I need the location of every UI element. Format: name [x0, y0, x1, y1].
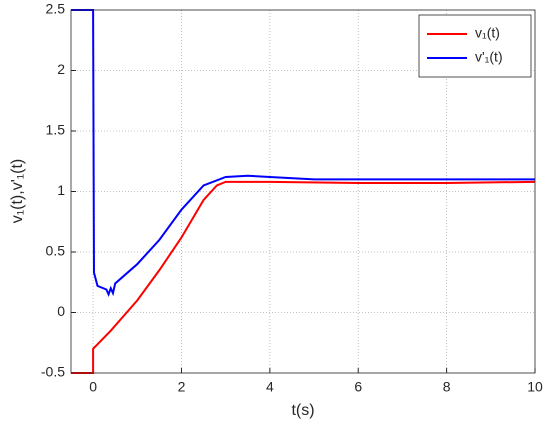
x-tick-label: 10	[527, 379, 543, 395]
legend-box	[418, 14, 532, 78]
x-axis-label: t(s)	[291, 402, 314, 419]
legend-label: v₁(t)	[475, 25, 500, 41]
x-tick-label: 4	[266, 379, 274, 395]
x-tick-label: 0	[89, 379, 97, 395]
y-tick-label: 1	[57, 182, 65, 198]
y-tick-label: 0	[57, 303, 65, 319]
legend-label: v'₁(t)	[475, 49, 503, 65]
y-tick-label: 2.5	[46, 1, 66, 17]
data-line	[71, 180, 536, 374]
x-tick-label: 8	[443, 379, 451, 395]
x-tick-label: 2	[178, 379, 186, 395]
data-line	[71, 9, 535, 297]
y-tick-label: 1.5	[46, 122, 66, 138]
y-tick-label: 2	[57, 61, 65, 77]
x-tick-label: 6	[354, 379, 362, 395]
y-tick-label: -0.5	[41, 364, 65, 380]
y-axis-label: v₁(t),v'₁(t)	[9, 159, 26, 224]
y-tick-label: 0.5	[46, 243, 66, 259]
plot-border	[70, 9, 536, 374]
